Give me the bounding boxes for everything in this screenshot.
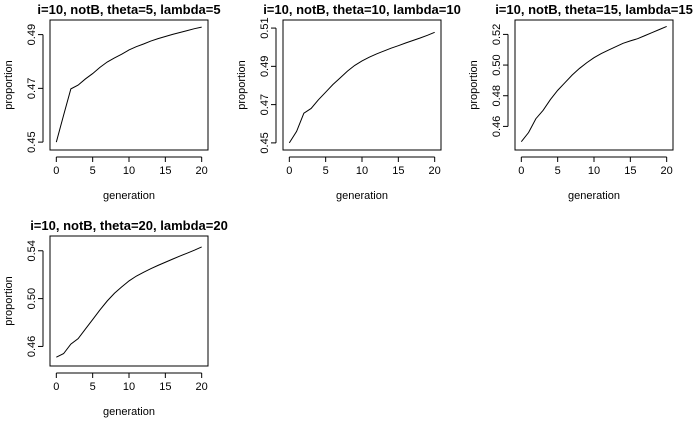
plot-frame bbox=[282, 19, 442, 151]
chart-panel: i=10, notB, theta=15, lambda=15 0 5 10 15 20 g… bbox=[468, 2, 693, 202]
y-tick-label: 0.49 bbox=[259, 56, 271, 77]
x-tick-label: 20 bbox=[196, 165, 208, 177]
y-tick-label: 0.54 bbox=[26, 240, 38, 261]
series-line bbox=[56, 246, 202, 358]
x-tick-label: 15 bbox=[159, 381, 171, 393]
x-tick-label: 15 bbox=[624, 165, 636, 177]
y-axis-label: proportion bbox=[236, 60, 248, 110]
x-tick-label: 0 bbox=[53, 381, 59, 393]
chart-title: i=10, notB, theta=15, lambda=15 bbox=[495, 2, 693, 17]
y-axis-label: proportion bbox=[3, 60, 15, 110]
y-tick-label: 0.51 bbox=[259, 17, 271, 38]
x-axis-label: generation bbox=[103, 190, 155, 202]
x-tick-label: 10 bbox=[123, 165, 135, 177]
y-tick-label: 0.45 bbox=[259, 132, 271, 153]
y-axis-label: proportion bbox=[468, 60, 480, 110]
x-tick-label: 15 bbox=[159, 165, 171, 177]
x-tick-label: 0 bbox=[518, 165, 524, 177]
y-tick-label: 0.49 bbox=[26, 24, 38, 45]
y-tick-label: 0.50 bbox=[491, 54, 503, 75]
y-tick-label: 0.45 bbox=[26, 131, 38, 152]
x-tick-label: 0 bbox=[286, 165, 292, 177]
chart-panel: i=10, notB, theta=10, lambda=10 0 5 10 15 20 g… bbox=[236, 2, 461, 202]
y-tick-label: 0.47 bbox=[259, 94, 271, 115]
plot-frame bbox=[514, 19, 674, 151]
plot-frame bbox=[49, 235, 209, 367]
x-tick-label: 5 bbox=[90, 381, 96, 393]
chart-panel: i=10, notB, theta=20, lambda=20 0 5 10 15 20 g… bbox=[3, 218, 228, 418]
y-tick-label: 0.46 bbox=[491, 116, 503, 137]
series-line bbox=[55, 26, 202, 143]
y-tick-label: 0.52 bbox=[491, 24, 503, 45]
x-axis-label: generation bbox=[103, 406, 155, 418]
y-axis-label: proportion bbox=[3, 276, 15, 326]
y-tick-label: 0.48 bbox=[491, 85, 503, 106]
x-tick-label: 5 bbox=[555, 165, 561, 177]
x-tick-label: 20 bbox=[429, 165, 441, 177]
x-axis-label: generation bbox=[336, 190, 388, 202]
y-tick-label: 0.50 bbox=[26, 288, 38, 309]
chart-title: i=10, notB, theta=20, lambda=20 bbox=[30, 218, 228, 233]
plot-frame bbox=[49, 19, 209, 151]
x-tick-label: 10 bbox=[356, 165, 368, 177]
x-tick-label: 20 bbox=[196, 381, 208, 393]
x-tick-label: 15 bbox=[392, 165, 404, 177]
series-line bbox=[520, 25, 667, 143]
x-tick-label: 5 bbox=[323, 165, 329, 177]
y-tick-label: 0.46 bbox=[26, 336, 38, 357]
x-tick-label: 10 bbox=[588, 165, 600, 177]
chart-title: i=10, notB, theta=10, lambda=10 bbox=[263, 2, 461, 17]
x-tick-label: 10 bbox=[123, 381, 135, 393]
x-axis-label: generation bbox=[568, 190, 620, 202]
chart-panel: i=10, notB, theta=5, lambda=5 0 5 10 15 20 gen… bbox=[3, 2, 221, 202]
x-tick-label: 5 bbox=[90, 165, 96, 177]
chart-title: i=10, notB, theta=5, lambda=5 bbox=[37, 2, 220, 17]
x-tick-label: 0 bbox=[53, 165, 59, 177]
series-line bbox=[288, 31, 435, 144]
x-tick-label: 20 bbox=[661, 165, 673, 177]
y-tick-label: 0.47 bbox=[26, 78, 38, 99]
